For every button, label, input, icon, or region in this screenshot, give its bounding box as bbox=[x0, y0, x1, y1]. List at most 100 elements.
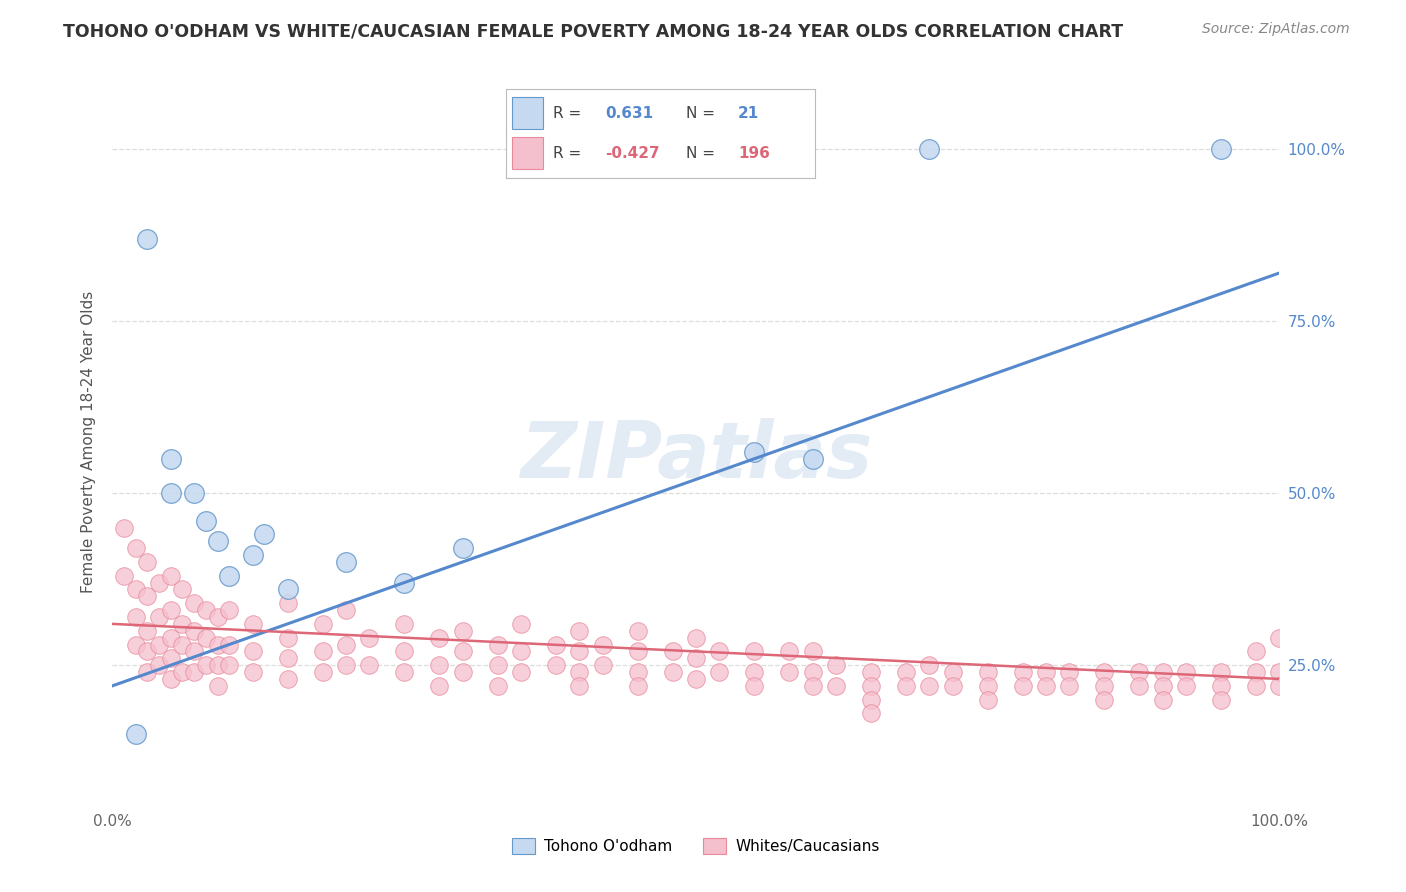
Point bbox=[942, 679, 965, 693]
Point bbox=[1152, 665, 1174, 679]
Point bbox=[509, 665, 531, 679]
Point bbox=[207, 658, 229, 673]
Point bbox=[744, 644, 766, 658]
Point bbox=[1244, 644, 1267, 658]
Text: TOHONO O'ODHAM VS WHITE/CAUCASIAN FEMALE POVERTY AMONG 18-24 YEAR OLDS CORRELATI: TOHONO O'ODHAM VS WHITE/CAUCASIAN FEMALE… bbox=[63, 22, 1123, 40]
Point bbox=[685, 672, 707, 686]
Text: Source: ZipAtlas.com: Source: ZipAtlas.com bbox=[1202, 22, 1350, 37]
Point bbox=[148, 658, 170, 673]
Point bbox=[568, 665, 591, 679]
Point bbox=[172, 665, 194, 679]
Point bbox=[451, 541, 474, 556]
Point bbox=[160, 486, 183, 500]
Point bbox=[359, 631, 381, 645]
Point bbox=[172, 638, 194, 652]
Point bbox=[592, 638, 614, 652]
Point bbox=[627, 624, 650, 638]
Point bbox=[207, 534, 229, 549]
Point bbox=[685, 631, 707, 645]
Point bbox=[860, 706, 883, 721]
Point bbox=[1094, 679, 1116, 693]
Point bbox=[1011, 679, 1033, 693]
Point bbox=[218, 603, 240, 617]
Point bbox=[744, 679, 766, 693]
Point bbox=[394, 665, 416, 679]
Point bbox=[183, 596, 205, 610]
Point bbox=[1211, 679, 1233, 693]
Point bbox=[894, 679, 917, 693]
Point bbox=[136, 665, 159, 679]
Point bbox=[311, 644, 333, 658]
Point bbox=[148, 575, 170, 590]
Y-axis label: Female Poverty Among 18-24 Year Olds: Female Poverty Among 18-24 Year Olds bbox=[80, 291, 96, 592]
Point bbox=[1175, 679, 1198, 693]
Point bbox=[112, 568, 135, 582]
Point bbox=[1094, 665, 1116, 679]
Point bbox=[661, 665, 683, 679]
Point bbox=[194, 658, 217, 673]
Point bbox=[568, 644, 591, 658]
Point bbox=[125, 727, 148, 741]
Point bbox=[1011, 665, 1033, 679]
Point bbox=[860, 665, 883, 679]
Point bbox=[335, 603, 357, 617]
Point bbox=[627, 665, 650, 679]
Point bbox=[160, 631, 183, 645]
Point bbox=[1244, 679, 1267, 693]
Point bbox=[112, 520, 135, 534]
Text: 0.631: 0.631 bbox=[605, 106, 654, 120]
Point bbox=[1128, 665, 1150, 679]
Point bbox=[183, 644, 205, 658]
Point bbox=[160, 672, 183, 686]
Bar bbox=[512, 137, 543, 169]
Point bbox=[207, 679, 229, 693]
Point bbox=[359, 658, 381, 673]
Point bbox=[1035, 665, 1057, 679]
Point bbox=[1035, 679, 1057, 693]
Point bbox=[335, 638, 357, 652]
Point bbox=[427, 658, 450, 673]
Text: N =: N = bbox=[686, 106, 714, 120]
Point bbox=[918, 679, 941, 693]
Point bbox=[544, 658, 567, 673]
Point bbox=[486, 638, 509, 652]
Point bbox=[627, 679, 650, 693]
Point bbox=[860, 692, 883, 706]
Point bbox=[451, 665, 474, 679]
Point bbox=[218, 638, 240, 652]
Point bbox=[860, 679, 883, 693]
Point bbox=[509, 644, 531, 658]
Point bbox=[276, 651, 298, 665]
Point bbox=[709, 665, 731, 679]
Point bbox=[1094, 692, 1116, 706]
Point bbox=[125, 638, 148, 652]
Point bbox=[311, 616, 333, 631]
Point bbox=[183, 624, 205, 638]
Point bbox=[427, 679, 450, 693]
Point bbox=[242, 665, 264, 679]
Point bbox=[801, 679, 824, 693]
Point bbox=[218, 568, 240, 582]
Point bbox=[685, 651, 707, 665]
Point bbox=[160, 651, 183, 665]
Point bbox=[486, 658, 509, 673]
Point bbox=[801, 644, 824, 658]
Point bbox=[276, 596, 298, 610]
Bar bbox=[512, 97, 543, 129]
Text: N =: N = bbox=[686, 146, 714, 161]
Point bbox=[1152, 692, 1174, 706]
Text: R =: R = bbox=[553, 106, 581, 120]
Point bbox=[160, 603, 183, 617]
Point bbox=[160, 568, 183, 582]
Point bbox=[744, 445, 766, 459]
Point bbox=[276, 582, 298, 597]
Point bbox=[394, 575, 416, 590]
Point bbox=[1211, 142, 1233, 156]
Point bbox=[1211, 665, 1233, 679]
Point bbox=[311, 665, 333, 679]
Point bbox=[172, 616, 194, 631]
Point bbox=[394, 644, 416, 658]
Point bbox=[1152, 679, 1174, 693]
Point bbox=[136, 555, 159, 569]
Point bbox=[1268, 679, 1291, 693]
